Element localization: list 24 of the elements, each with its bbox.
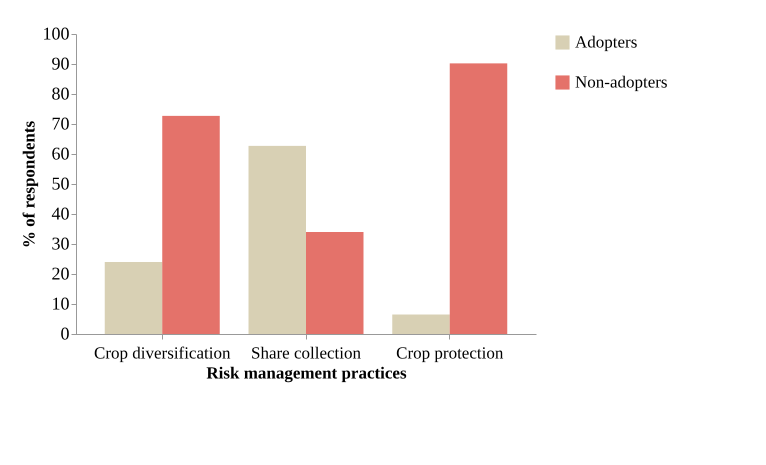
legend-label: Non-adopters (575, 72, 668, 92)
y-tick-label: 0 (60, 324, 70, 344)
y-tick-label: 50 (52, 174, 70, 194)
y-tick-label: 40 (52, 204, 70, 224)
bar (392, 314, 450, 334)
y-tick-label: 20 (52, 264, 70, 284)
x-tick-label: Crop protection (396, 344, 504, 362)
legend-label: Adopters (575, 32, 638, 52)
y-tick-label: 70 (52, 114, 70, 134)
bar (248, 146, 306, 334)
y-tick-label: 10 (52, 294, 70, 314)
bar (162, 116, 220, 334)
y-axis-title: % of respondents (20, 120, 38, 248)
y-tick-label: 30 (52, 234, 70, 254)
y-tick-label: 80 (52, 84, 70, 104)
bar (104, 262, 162, 334)
x-axis-title: Risk management practices (206, 364, 407, 382)
bar (450, 63, 508, 334)
bar (306, 232, 364, 334)
x-tick-label: Share collection (251, 344, 362, 362)
x-tick-label: Crop diversification (94, 344, 231, 362)
y-tick-label: 100 (42, 24, 70, 44)
y-tick-label: 60 (52, 144, 70, 164)
y-tick-label: 90 (52, 54, 70, 74)
